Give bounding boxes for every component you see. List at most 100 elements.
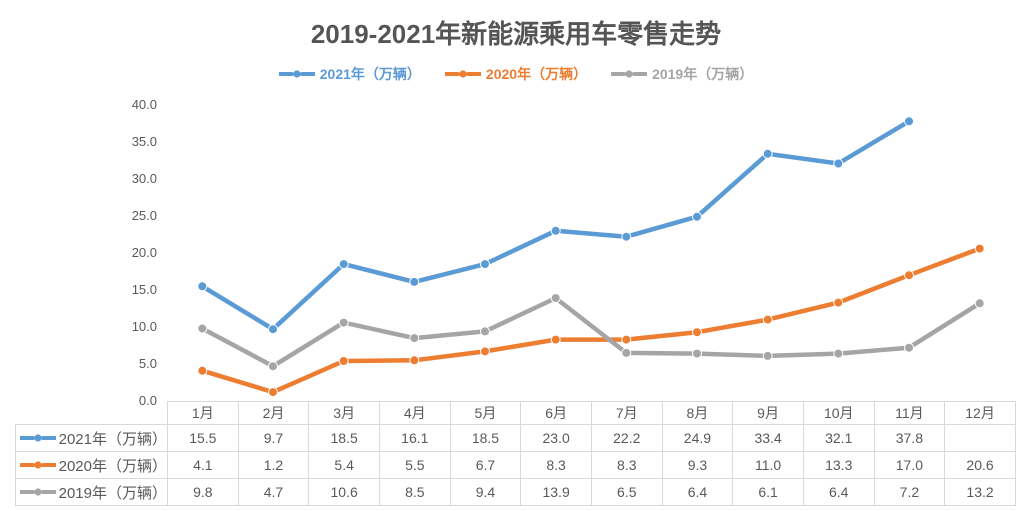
value-cell: 9.3 [661, 451, 734, 479]
data-point [833, 348, 844, 359]
y-tick-label: 20.0 [131, 245, 157, 260]
data-point [904, 342, 914, 353]
data-table: 1月 2月 3月 4月 5月 6月 7月 8月 9月 10月 11月 12月 2021年（万辆） 15.5… [15, 401, 1016, 506]
value-cell: 4.1 [167, 451, 239, 479]
data-point [550, 293, 561, 304]
data-point [621, 231, 632, 242]
month-header-cell: 3月 [308, 401, 380, 425]
value-cell: 6.5 [590, 478, 663, 506]
table-corner-cell [16, 402, 168, 425]
month-header-cell: 5月 [449, 401, 522, 425]
y-tick-label: 35.0 [131, 134, 157, 149]
series-row-header: 2020年（万辆） [15, 451, 168, 479]
value-cell: 6.1 [732, 478, 804, 506]
table-header-row: 1月 2月 3月 4月 5月 6月 7月 8月 9月 10月 11月 12月 [16, 401, 1016, 425]
data-point [692, 211, 702, 222]
data-point [692, 348, 702, 359]
value-cell [944, 424, 1016, 452]
value-cell: 17.0 [873, 451, 946, 479]
series-name-label: 2020年（万辆） [58, 457, 167, 475]
value-cell: 22.2 [590, 424, 663, 452]
month-header-cell: 9月 [732, 401, 804, 425]
data-point [409, 276, 420, 287]
series-line [200, 119, 912, 332]
value-cell: 13.2 [944, 478, 1016, 506]
series-row-header: 2019年（万辆） [15, 478, 168, 506]
data-point [197, 281, 208, 292]
data-point [409, 333, 420, 344]
value-cell: 8.5 [378, 478, 451, 506]
legend-label: 2021年（万辆） [319, 66, 421, 82]
value-cell: 7.2 [873, 478, 946, 506]
series-line-marker-icon [611, 70, 648, 78]
data-point [904, 270, 914, 281]
series-line-marker-icon [20, 488, 56, 496]
data-point [692, 327, 702, 338]
data-point [762, 350, 773, 361]
y-tick-label: 40.0 [131, 97, 157, 112]
value-cell: 24.9 [661, 424, 734, 452]
value-cell: 8.3 [590, 451, 663, 479]
value-cell: 32.1 [802, 424, 875, 452]
legend-item-3: 2019年（万辆） [611, 64, 753, 84]
value-cell: 18.5 [449, 424, 522, 452]
data-point [480, 326, 490, 337]
value-cell: 1.2 [237, 451, 310, 479]
series-line [200, 295, 982, 369]
value-cell: 5.4 [308, 451, 380, 479]
data-point [974, 298, 985, 309]
data-point [762, 148, 773, 159]
data-point [550, 225, 561, 236]
value-cell: 13.9 [520, 478, 592, 506]
value-cell: 33.4 [732, 424, 804, 452]
value-cell: 6.4 [802, 478, 875, 506]
data-point [338, 317, 349, 328]
y-tick-label: 15.0 [131, 282, 157, 297]
data-point [268, 361, 278, 372]
value-cell: 4.7 [237, 478, 310, 506]
data-point [974, 243, 985, 254]
data-point [621, 347, 632, 358]
series-name-label: 2021年（万辆） [58, 430, 167, 448]
month-header-cell: 2月 [237, 401, 310, 425]
value-cell: 11.0 [732, 451, 804, 479]
value-cell: 15.5 [167, 424, 239, 452]
value-cell: 10.6 [308, 478, 380, 506]
series-line-marker-icon [444, 70, 481, 78]
data-point [833, 297, 844, 308]
legend-item-2: 2020年（万辆） [444, 64, 587, 84]
month-header-cell: 11月 [873, 401, 946, 425]
data-point [268, 324, 278, 335]
series-line [200, 246, 982, 395]
data-point [409, 355, 420, 366]
data-point [197, 323, 208, 334]
legend-label: 2019年（万辆） [652, 66, 754, 82]
month-header-cell: 7月 [590, 401, 663, 425]
table-row: 2021年（万辆） 15.5 9.7 18.5 16.1 18.5 23.0 22.2 24.9… [15, 424, 1016, 452]
series-line-marker-icon [20, 434, 56, 442]
data-point [904, 116, 914, 127]
y-tick-label: 10.0 [131, 319, 157, 334]
value-cell: 9.8 [167, 478, 239, 506]
value-cell: 5.5 [378, 451, 451, 479]
value-cell: 16.1 [378, 424, 451, 452]
data-point [338, 356, 349, 366]
legend-item-1: 2021年（万辆） [278, 64, 421, 84]
value-cell: 37.8 [873, 424, 946, 452]
month-header-cell: 10月 [802, 401, 875, 425]
data-point [621, 334, 632, 345]
month-header-cell: 4月 [378, 401, 451, 425]
series-row-header: 2021年（万辆） [15, 424, 168, 452]
y-tick-label: 0.0 [138, 393, 157, 408]
data-point [833, 158, 844, 169]
data-point [762, 314, 773, 325]
month-header-cell: 8月 [661, 401, 734, 425]
y-tick-label: 30.0 [131, 171, 157, 186]
data-point [480, 259, 490, 270]
month-header-cell: 6月 [520, 401, 592, 425]
value-cell: 23.0 [520, 424, 592, 452]
value-cell: 8.3 [520, 451, 592, 479]
series-line-marker-icon [278, 70, 315, 78]
chart-legend: 2021年（万辆） 2020年（万辆） 2019年（万辆） [0, 64, 1032, 84]
